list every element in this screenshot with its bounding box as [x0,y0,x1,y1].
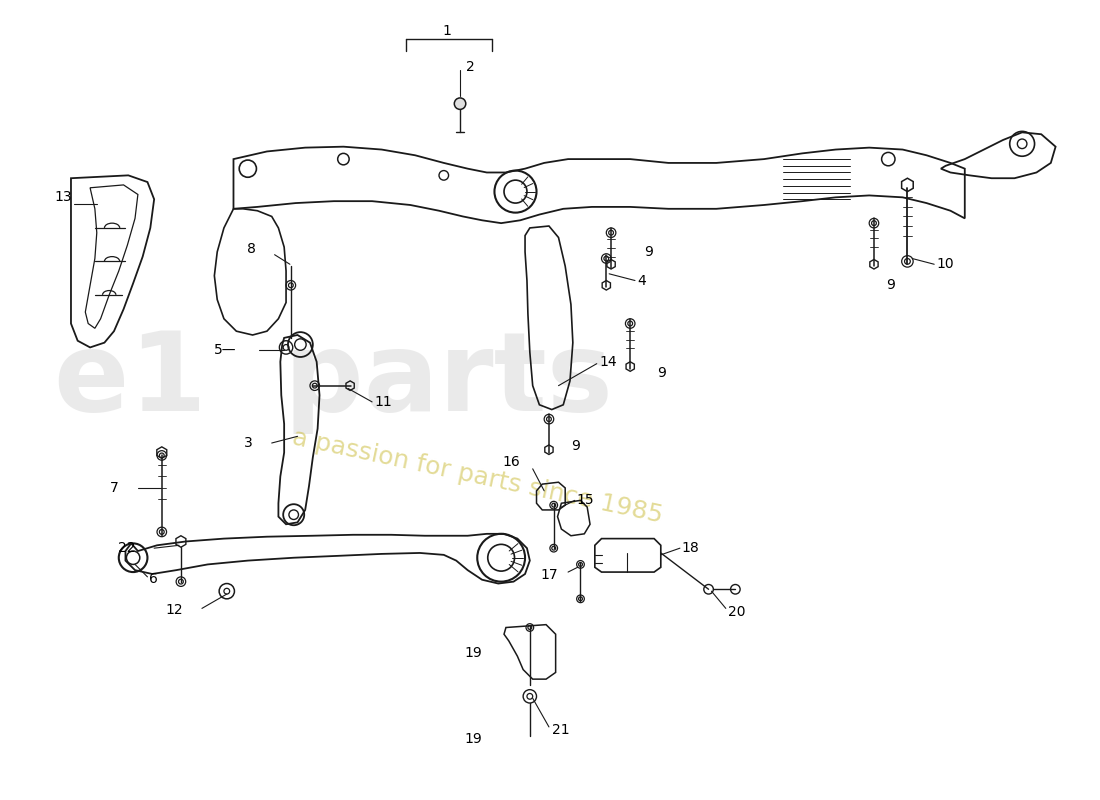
Text: 17: 17 [541,568,559,582]
Text: 8: 8 [246,242,255,256]
Text: 10: 10 [936,258,954,271]
Text: 2: 2 [465,60,474,74]
Text: 3: 3 [244,436,253,450]
Text: 4: 4 [637,274,646,287]
Text: 18: 18 [682,541,700,555]
Text: 9: 9 [657,366,665,380]
Text: e1  parts: e1 parts [54,327,614,434]
Text: a passion for parts since 1985: a passion for parts since 1985 [289,426,664,527]
Text: 1: 1 [442,24,451,38]
Text: 5—: 5— [213,343,236,358]
Text: 7: 7 [110,481,119,495]
Text: 22: 22 [118,541,135,555]
Text: 9: 9 [645,245,653,259]
Text: 21: 21 [552,722,570,737]
Text: 11: 11 [374,395,392,409]
Text: 12: 12 [165,603,183,618]
Circle shape [454,98,465,110]
Text: 15: 15 [576,494,594,507]
Text: 9: 9 [571,439,580,453]
Text: 19: 19 [464,732,482,746]
Text: 16: 16 [503,455,520,469]
Text: 6: 6 [150,572,158,586]
Text: 14: 14 [600,354,617,369]
Text: 13: 13 [55,190,73,204]
Text: 9: 9 [887,278,895,292]
Text: 19: 19 [464,646,482,660]
Text: 20: 20 [728,606,745,619]
